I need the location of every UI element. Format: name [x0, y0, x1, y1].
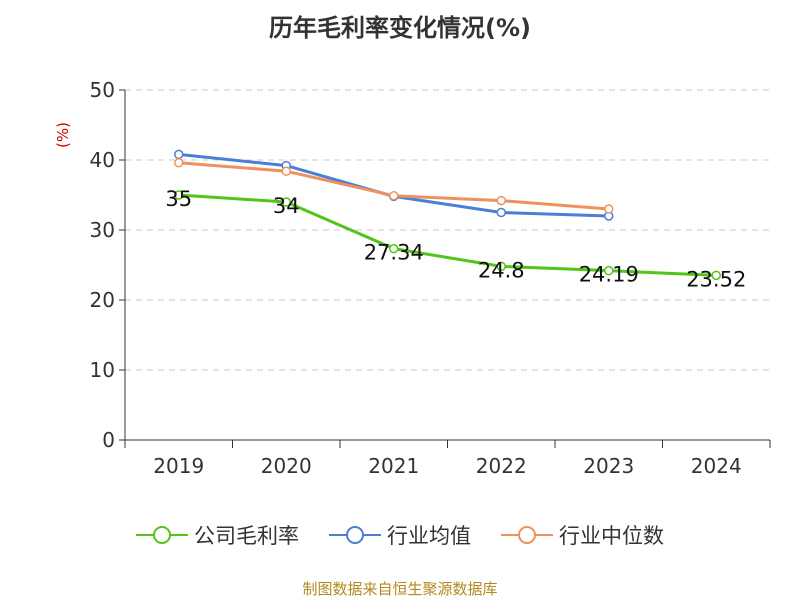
- legend: 公司毛利率 行业均值 行业中位数: [0, 520, 800, 550]
- data-point-1: [174, 149, 184, 160]
- x-tick-label: 2020: [261, 454, 312, 478]
- data-label: 27.34: [364, 241, 424, 265]
- data-label: 24.19: [579, 263, 639, 287]
- x-tick-label: 2019: [153, 454, 204, 478]
- legend-label-company: 公司毛利率: [194, 524, 299, 548]
- legend-item-company[interactable]: 公司毛利率: [136, 520, 299, 550]
- chart-title: 历年毛利率变化情况(%): [269, 14, 531, 42]
- data-point-0: [711, 270, 721, 281]
- y-tick-label: 20: [90, 288, 115, 312]
- data-label: 35: [165, 187, 192, 211]
- series-line-1: [178, 152, 609, 218]
- data-point-0: [496, 261, 506, 272]
- data-label: 23.52: [686, 267, 746, 291]
- data-point-0: [604, 265, 614, 276]
- y-tick-label: 40: [90, 148, 115, 172]
- data-label: 24.8: [478, 258, 525, 282]
- data-point-0: [389, 243, 399, 254]
- data-point-2: [174, 158, 184, 168]
- legend-label-industry-mean: 行业均值: [387, 524, 471, 548]
- data-point-2: [389, 190, 399, 201]
- data-point-0: [281, 197, 291, 207]
- legend-swatch-company-icon: [136, 526, 188, 544]
- legend-item-industry-mean[interactable]: 行业均值: [329, 520, 471, 550]
- data-source: 制图数据来自恒生聚源数据库: [302, 580, 498, 598]
- legend-swatch-industry-median-icon: [501, 526, 553, 544]
- legend-item-industry-median[interactable]: 行业中位数: [501, 520, 664, 550]
- data-point-2: [604, 204, 614, 214]
- x-tick-label: 2023: [583, 454, 634, 478]
- x-tick-label: 2024: [691, 454, 742, 478]
- data-label: 34: [273, 194, 300, 218]
- y-tick-label: 30: [90, 218, 115, 242]
- data-point-0: [174, 190, 184, 200]
- data-point-2: [281, 166, 291, 176]
- y-tick-label: 10: [90, 358, 115, 382]
- y-tick-label: 50: [90, 78, 115, 102]
- data-point-1: [496, 207, 506, 218]
- legend-swatch-industry-mean-icon: [329, 526, 381, 544]
- legend-label-industry-median: 行业中位数: [559, 524, 664, 548]
- data-point-2: [496, 195, 506, 206]
- series-line-2: [178, 161, 609, 211]
- x-tick-label: 2022: [476, 454, 527, 478]
- series-line-0: [178, 193, 717, 277]
- y-tick-label: 0: [102, 428, 115, 452]
- x-tick-label: 2021: [368, 454, 419, 478]
